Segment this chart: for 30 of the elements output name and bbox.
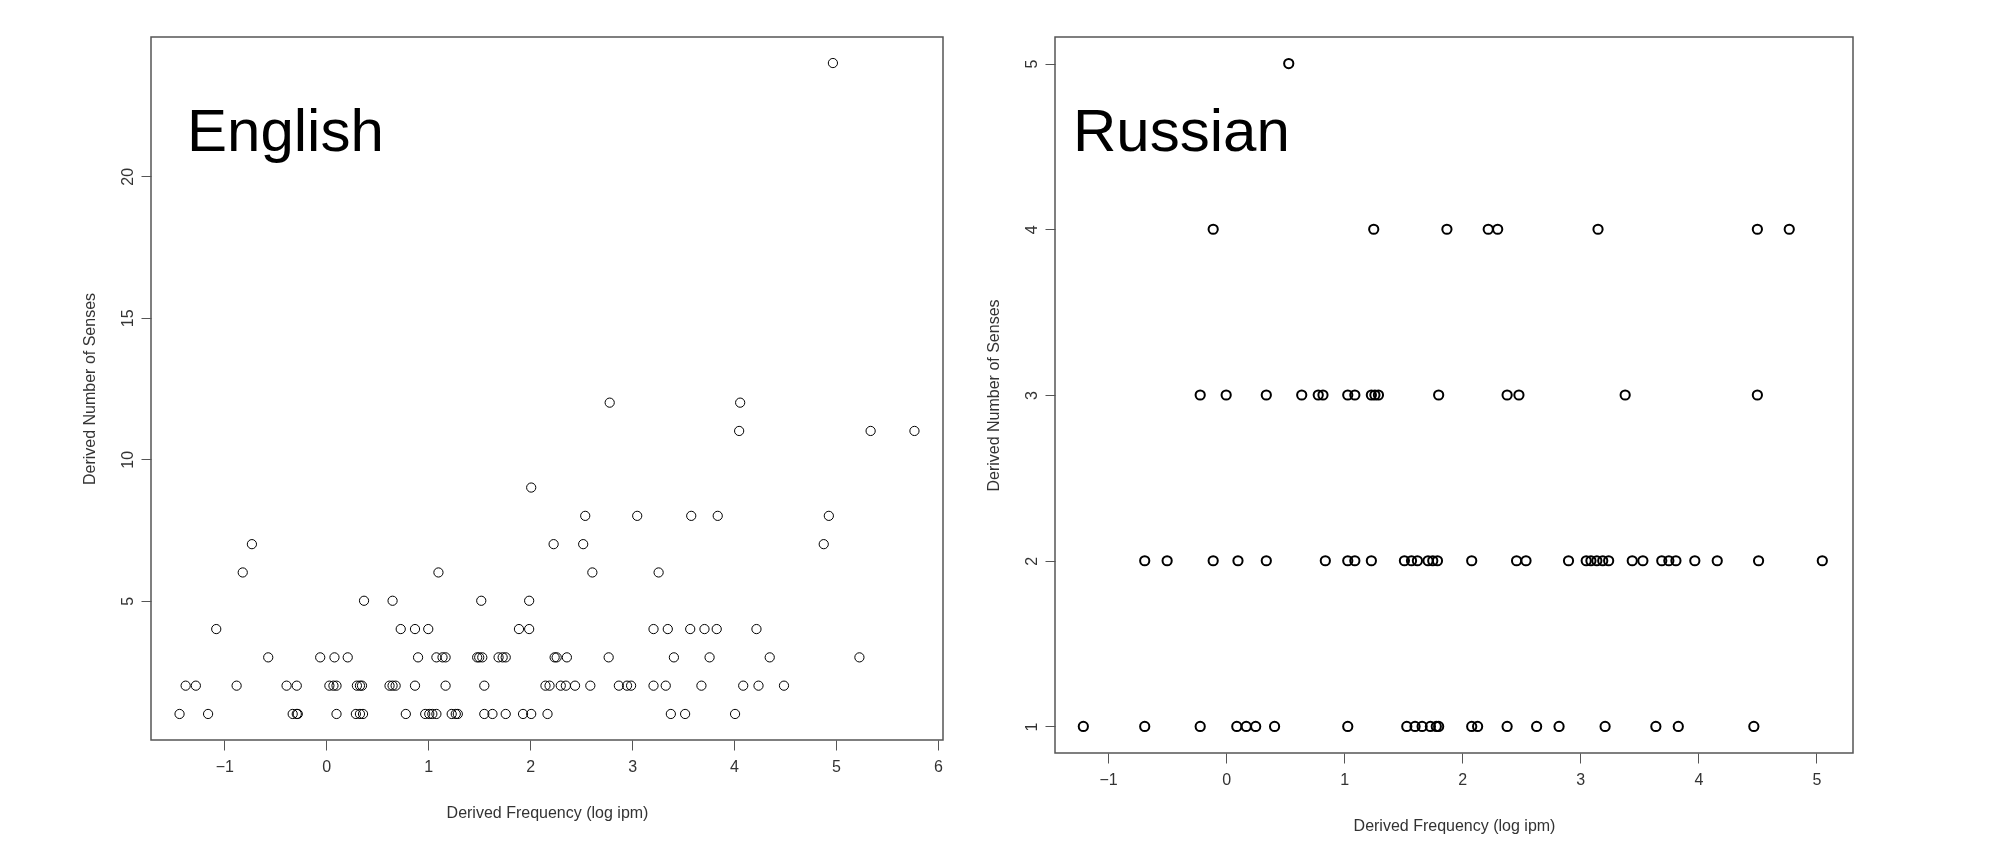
y-tick-label: 5 <box>1022 59 1040 69</box>
x-tick-label: 2 <box>1458 770 1468 788</box>
x-tick-label: 1 <box>424 757 434 775</box>
y-axis-title: Derived Number of Senses <box>80 292 98 486</box>
x-tick-label: 5 <box>832 757 842 775</box>
x-tick-label: 2 <box>526 757 536 775</box>
x-tick-label: 4 <box>1694 770 1704 788</box>
y-tick-label: 15 <box>118 309 136 328</box>
x-tick-label: 0 <box>322 757 332 775</box>
x-tick-label: −1 <box>1099 770 1118 788</box>
x-tick-label: 3 <box>1576 770 1586 788</box>
x-tick-label: 6 <box>933 757 943 775</box>
x-tick-label: 0 <box>1222 770 1232 788</box>
x-tick-label: 4 <box>730 757 740 775</box>
text: Russian <box>1073 97 1290 164</box>
y-tick-label: 5 <box>118 596 136 606</box>
y-tick-label: 2 <box>1022 556 1040 566</box>
y-tick-label: 10 <box>118 450 136 469</box>
y-tick-label: 3 <box>1022 390 1040 400</box>
y-tick-label: 1 <box>1022 722 1040 732</box>
y-tick-label: 20 <box>118 167 136 186</box>
x-tick-label: 3 <box>628 757 638 775</box>
text: English <box>187 97 384 164</box>
x-axis-title: Derived Frequency (log ipm) <box>1353 816 1556 834</box>
y-tick-label: 4 <box>1022 225 1040 235</box>
x-axis-title: Derived Frequency (log ipm) <box>446 803 649 821</box>
x-tick-label: 1 <box>1340 770 1350 788</box>
y-axis-title: Derived Number of Senses <box>984 299 1002 492</box>
x-tick-label: −1 <box>215 757 235 775</box>
x-tick-label: 5 <box>1812 770 1822 788</box>
